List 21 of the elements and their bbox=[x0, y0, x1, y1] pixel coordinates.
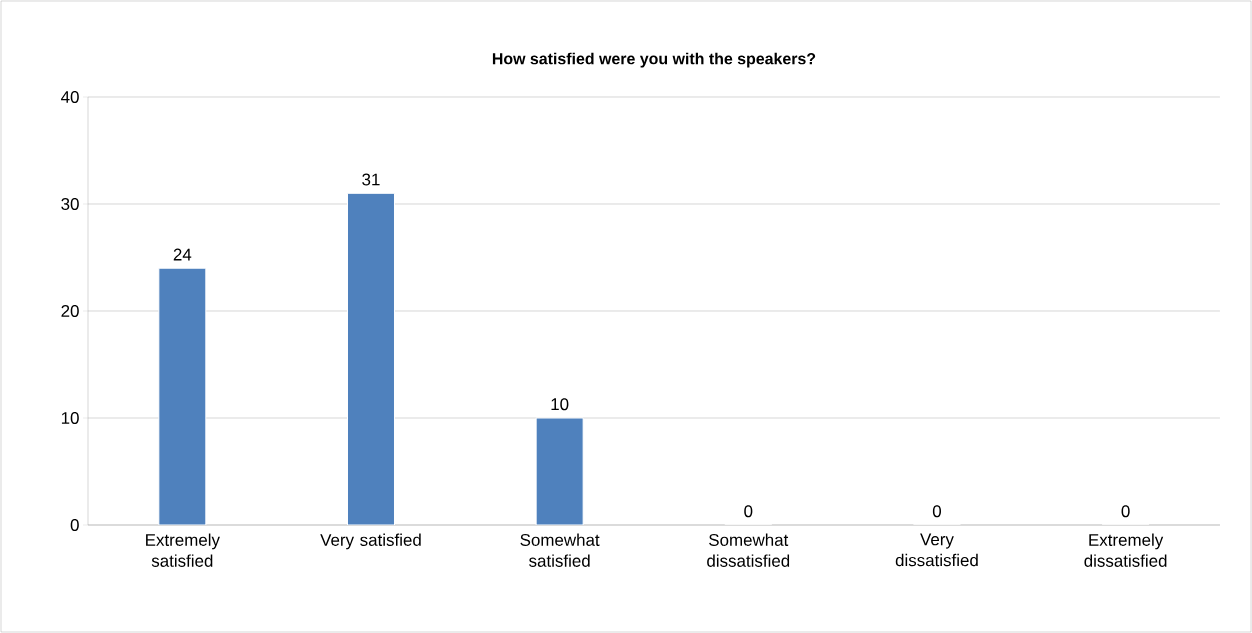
y-tick-label: 0 bbox=[70, 519, 79, 531]
y-tick-label: 20 bbox=[61, 305, 79, 317]
y-tick-label: 30 bbox=[61, 198, 79, 210]
data-label: 24 bbox=[173, 248, 192, 261]
data-label: 10 bbox=[551, 398, 569, 411]
data-label: 0 bbox=[1121, 505, 1130, 518]
x-tick-label: Extremely dissatisfied bbox=[1084, 533, 1167, 567]
x-tick-label: Extremely satisfied bbox=[146, 533, 220, 567]
data-label: 0 bbox=[932, 505, 942, 518]
x-tick-label: Somewhat satisfied bbox=[520, 533, 600, 567]
y-tick-label: 10 bbox=[61, 412, 79, 424]
bar bbox=[346, 192, 395, 525]
data-label: 0 bbox=[744, 505, 753, 518]
chart-title: How satisfied were you with the speakers? bbox=[492, 52, 816, 68]
x-tick-label: Very satisfied bbox=[320, 533, 421, 550]
bar bbox=[535, 417, 584, 525]
bar bbox=[158, 267, 207, 525]
data-label: 31 bbox=[362, 173, 380, 186]
x-tick-label: Very dissatisfied bbox=[895, 533, 978, 567]
y-tick-label: 40 bbox=[61, 91, 79, 103]
x-tick-label: Somewhat dissatisfied bbox=[707, 533, 790, 567]
